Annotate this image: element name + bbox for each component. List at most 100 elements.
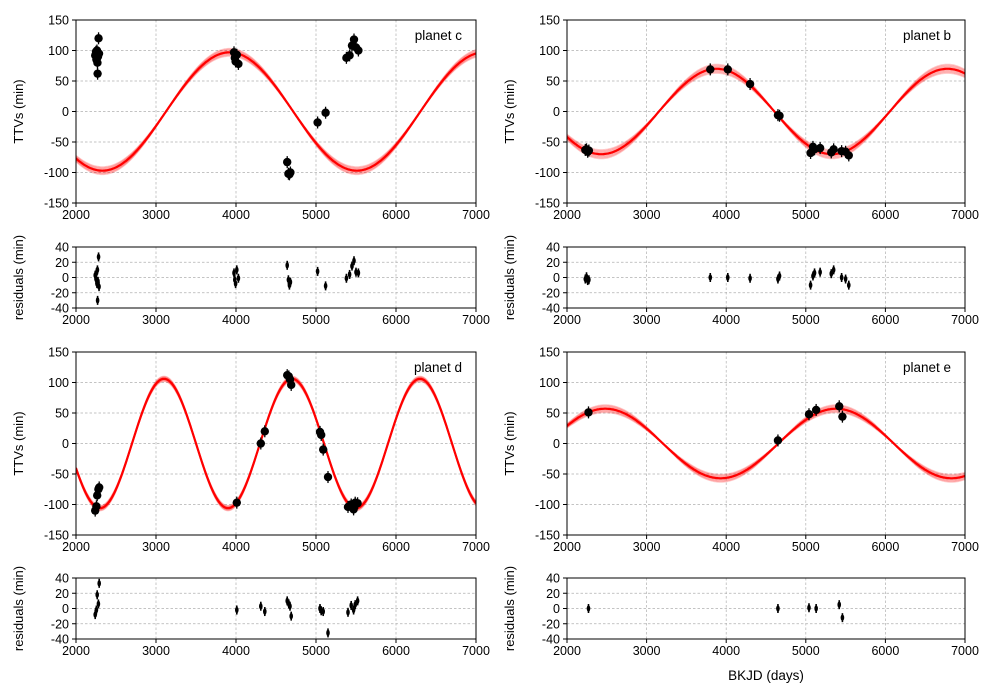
- x-tick-label: 6000: [871, 540, 899, 554]
- ttv-point: [287, 380, 296, 390]
- axes-frame: [75, 577, 477, 640]
- x-tick-label: 4000: [222, 540, 250, 554]
- y-tick-label: -20: [542, 617, 560, 631]
- y-tick-label: 0: [553, 105, 560, 119]
- model-line: [76, 51, 476, 172]
- residual-point: [315, 268, 320, 275]
- residual-point: [96, 600, 101, 608]
- model-band: [76, 375, 476, 512]
- ttv-point: [323, 472, 333, 482]
- residual-points: [583, 265, 851, 290]
- panel-planet-b: 2000 3000 4000 5000 6000 7000 -150 -100 -50 0 50 10…: [502, 14, 979, 328]
- ttv-point: [345, 51, 354, 60]
- y-tick-label: -150: [44, 197, 69, 211]
- x-tick-label: 3000: [633, 540, 661, 554]
- residual-point: [263, 608, 267, 615]
- residual-point: [344, 275, 349, 282]
- y-tick-label: 20: [55, 256, 69, 270]
- y-tick-label: -40: [51, 302, 69, 316]
- x-tick-label: 2000: [553, 644, 581, 658]
- ttv-point: [811, 405, 821, 415]
- grid: [567, 352, 965, 535]
- y-tick-label: 40: [55, 572, 69, 586]
- residual-point: [748, 275, 752, 282]
- x-tick-label: 7000: [951, 644, 979, 658]
- residual-point: [839, 274, 844, 281]
- ttv-point: [260, 427, 269, 436]
- y-tick-label: 50: [55, 407, 69, 421]
- y-tick-label: -20: [51, 617, 69, 631]
- axes-frame: [75, 246, 477, 309]
- x-tick-label: 6000: [871, 644, 899, 658]
- residual-point: [353, 601, 358, 608]
- x-tick-label: 4000: [222, 208, 250, 222]
- panel-planet-c: 2000 3000 4000 5000 6000 7000 -150 -100 -50 0 50 10…: [11, 14, 490, 328]
- y-tick-label: -40: [542, 633, 560, 647]
- x-tick-label: 5000: [302, 313, 330, 327]
- residual-point: [236, 275, 241, 282]
- y-tick-label: 50: [55, 75, 69, 89]
- residual-point: [777, 272, 782, 280]
- panel-title: planet e: [903, 360, 951, 375]
- residual-point: [233, 280, 238, 287]
- residual-point: [259, 603, 263, 610]
- y-tick-label: 50: [546, 75, 560, 89]
- axes-frame: [75, 351, 477, 536]
- x-tick-label: 6000: [382, 644, 410, 658]
- ttv-point: [95, 483, 104, 492]
- residual-point: [349, 602, 354, 609]
- x-tick-label: 4000: [222, 644, 250, 658]
- y-tick-label: 0: [62, 602, 69, 616]
- ttv-point: [319, 445, 328, 454]
- grid: [567, 20, 965, 203]
- x-tick-label: 6000: [382, 208, 410, 222]
- residual-point: [725, 274, 730, 281]
- panel-planet-e: 2000 3000 4000 5000 6000 7000 -150 -100 -50 0 50 10…: [502, 346, 979, 659]
- y-tick-label: 150: [48, 346, 69, 360]
- y-tick-label: 100: [48, 376, 69, 390]
- residual-point: [708, 274, 713, 281]
- residual-point: [96, 253, 101, 261]
- residuals-axis-label: residuals (min): [11, 566, 26, 651]
- y-tick-label: -50: [51, 136, 69, 150]
- residual-point: [812, 269, 817, 277]
- residual-point: [321, 608, 326, 615]
- y-tick-label: 20: [546, 256, 560, 270]
- residuals-axis-label: residuals (min): [11, 235, 26, 320]
- model-line: [567, 407, 965, 480]
- residual-point: [323, 282, 328, 290]
- ttv-point: [234, 59, 243, 69]
- ttv-plot: 2000 3000 4000 5000 6000 7000 -150 -100 -50 0 50 10…: [11, 346, 490, 555]
- y-tick-label: 20: [546, 587, 560, 601]
- model-band: [567, 404, 965, 483]
- grid: [567, 578, 965, 639]
- residual-point: [829, 270, 834, 277]
- y-tick-label: -100: [44, 166, 69, 180]
- x-tick-label: 2000: [62, 644, 90, 658]
- x-tick-label: 7000: [462, 313, 490, 327]
- axes-frame: [566, 246, 966, 309]
- x-tick-label: 3000: [633, 208, 661, 222]
- ttv-point: [354, 46, 363, 55]
- y-tick-label: -40: [542, 302, 560, 316]
- residual-point: [814, 605, 818, 612]
- x-tick-label: 5000: [302, 208, 330, 222]
- residual-point: [831, 266, 836, 274]
- ttv-point: [232, 50, 241, 59]
- x-tick-label: 5000: [302, 644, 330, 658]
- residual-point: [355, 597, 360, 605]
- ttv-points: [584, 400, 847, 447]
- residual-point: [232, 269, 236, 277]
- residual-points: [586, 600, 845, 623]
- residual-point: [94, 606, 99, 614]
- ttv-point: [829, 145, 838, 154]
- residual-point: [288, 278, 293, 286]
- x-tick-label: 7000: [951, 208, 979, 222]
- y-axis-label: TTVs (min): [11, 79, 26, 143]
- y-axis-label: TTVs (min): [502, 411, 517, 475]
